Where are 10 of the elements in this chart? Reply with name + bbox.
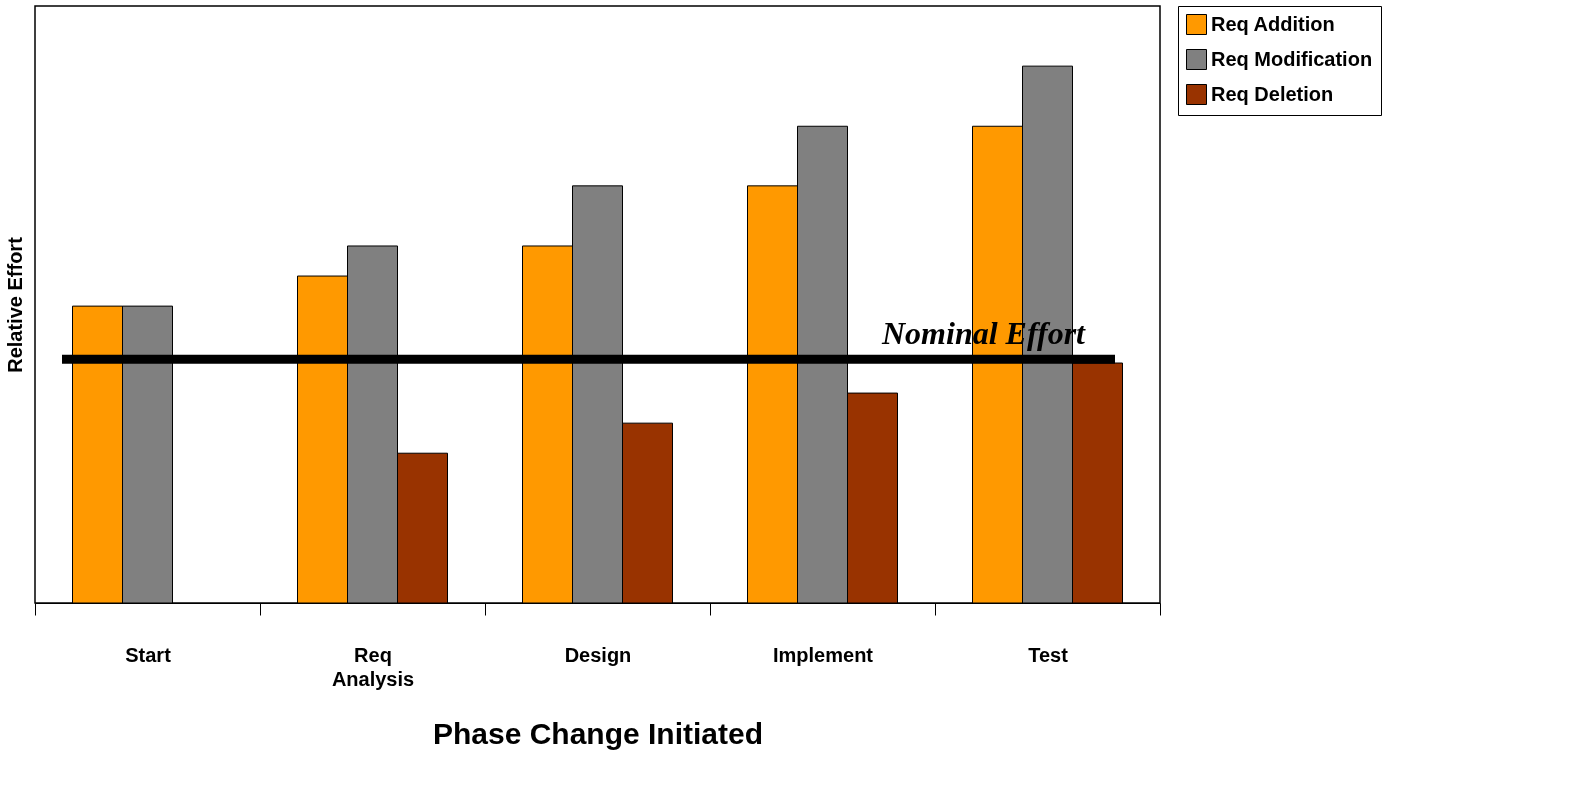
x-tick-label: Design	[564, 643, 632, 666]
legend-label: Req Addition	[1211, 12, 1335, 35]
x-tick-label: Test	[1028, 643, 1069, 666]
x-axis-title: Phase Change Initiated	[432, 716, 764, 750]
x-tick-label: Implement	[772, 643, 874, 666]
x-tick-label: Req Analysis	[331, 643, 415, 690]
x-tick-label: Start	[125, 643, 172, 666]
legend-label: Req Modification	[1211, 47, 1373, 70]
legend-label: Req Deletion	[1211, 82, 1334, 105]
y-axis-title: Relative Effort	[3, 236, 26, 373]
